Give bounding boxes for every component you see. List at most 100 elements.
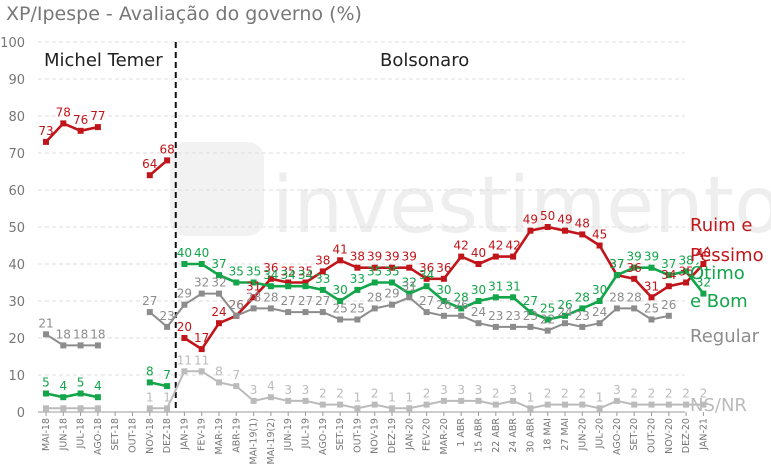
data-label-ns-nr: 1 (163, 390, 171, 404)
data-label-timo-e-bom: 33 (315, 272, 330, 286)
data-label-ruim-e-p-ssimo: 36 (419, 261, 434, 275)
x-tick-label: 30 ABR (525, 418, 536, 453)
data-label-regular: 26 (454, 298, 469, 312)
data-label-regular: 23 (575, 309, 590, 323)
data-label-ruim-e-p-ssimo: 77 (90, 109, 105, 123)
data-point-timo-e-bom (216, 272, 222, 279)
data-point-regular (510, 323, 517, 330)
data-point-ns-nr (250, 397, 257, 404)
x-tick-label: 18 MAI (543, 418, 554, 451)
data-label-ns-nr: 2 (371, 387, 379, 401)
data-point-ns-nr (423, 401, 430, 408)
data-point-ns-nr (354, 405, 361, 412)
x-tick-label: FEV-20 (422, 418, 433, 451)
data-label-ruim-e-p-ssimo: 40 (696, 246, 711, 260)
data-label-timo-e-bom: 30 (332, 283, 347, 297)
data-label-regular: 26 (229, 298, 244, 312)
data-label-regular: 32 (211, 276, 226, 290)
data-point-timo-e-bom (458, 305, 465, 312)
data-label-ns-nr: 3 (440, 383, 448, 397)
data-label-timo-e-bom: 30 (592, 283, 607, 297)
data-label-ns-nr: 1 (405, 390, 413, 404)
data-point-timo-e-bom (596, 298, 603, 304)
data-label-regular: 21 (38, 316, 53, 330)
data-label-ruim-e-p-ssimo: 37 (609, 257, 624, 271)
data-point-regular (285, 309, 292, 316)
data-point-timo-e-bom (406, 290, 413, 297)
legend-ruim-e-p-ssimo: Péssimo (690, 245, 764, 266)
data-label-timo-e-bom: 32 (402, 276, 417, 290)
data-point-ns-nr (458, 397, 465, 404)
data-label-regular: 28 (609, 290, 624, 304)
data-label-ns-nr: 8 (215, 364, 223, 378)
data-label-timo-e-bom: 4 (59, 379, 67, 393)
data-label-timo-e-bom: 35 (384, 265, 399, 279)
x-tick-label: 1 ABR (456, 418, 467, 447)
data-point-timo-e-bom (164, 383, 171, 390)
data-point-timo-e-bom (354, 286, 361, 293)
data-label-regular: 26 (661, 298, 676, 312)
data-point-timo-e-bom (302, 283, 309, 290)
x-tick-label: JUN-18 (58, 418, 69, 451)
data-label-regular: 18 (73, 327, 88, 341)
data-label-ruim-e-p-ssimo: 38 (350, 250, 365, 264)
data-point-regular (458, 312, 465, 319)
data-label-ruim-e-p-ssimo: 36 (436, 261, 451, 275)
data-point-ruim-e-p-ssimo (631, 275, 638, 282)
x-tick-label: NOV-18 (145, 418, 156, 454)
data-point-ruim-e-p-ssimo (492, 253, 499, 260)
x-tick-label: SET-18 (110, 418, 121, 450)
y-tick-label: 10 (8, 369, 25, 384)
data-point-ns-nr (492, 401, 499, 408)
data-label-timo-e-bom: 35 (229, 265, 244, 279)
data-label-ns-nr: 1 (354, 390, 362, 404)
data-point-ruim-e-p-ssimo (700, 261, 707, 267)
data-label-ruim-e-p-ssimo: 35 (281, 265, 296, 279)
data-label-ns-nr: 2 (319, 387, 327, 401)
data-point-regular (389, 301, 395, 308)
data-point-regular (233, 312, 240, 319)
x-tick-label: MAI-19(2) (266, 418, 277, 464)
data-label-ns-nr: 3 (457, 383, 465, 397)
legend-timo-e-bom: e Bom (690, 291, 748, 312)
data-point-regular (492, 323, 499, 330)
y-tick-label: 50 (8, 221, 25, 236)
data-point-regular (164, 323, 171, 330)
data-label-regular: 27 (142, 294, 157, 308)
data-point-regular (371, 305, 378, 312)
data-label-ruim-e-p-ssimo: 48 (575, 216, 590, 230)
data-label-ruim-e-p-ssimo: 42 (454, 239, 469, 253)
data-point-timo-e-bom (389, 279, 395, 286)
data-point-timo-e-bom (371, 279, 378, 286)
data-point-regular (250, 305, 257, 312)
data-label-ns-nr: 11 (194, 353, 209, 367)
data-label-ruim-e-p-ssimo: 35 (678, 265, 693, 279)
data-label-timo-e-bom: 33 (350, 272, 365, 286)
x-tick-label: NOV-19 (370, 418, 381, 454)
data-label-regular: 23 (505, 309, 520, 323)
data-point-ruim-e-p-ssimo (683, 279, 690, 286)
data-label-regular: 28 (627, 290, 642, 304)
xp-logo-mark (170, 142, 264, 236)
data-label-regular: 23 (488, 309, 503, 323)
data-label-regular: 22 (540, 313, 555, 327)
series-line-timo-e-bom (45, 392, 99, 399)
data-point-ruim-e-p-ssimo (544, 224, 551, 230)
data-point-ruim-e-p-ssimo (510, 253, 517, 260)
data-label-ruim-e-p-ssimo: 39 (367, 250, 382, 264)
data-point-timo-e-bom (250, 279, 257, 286)
data-point-regular (440, 312, 447, 319)
data-point-timo-e-bom (579, 305, 586, 312)
data-label-ruim-e-p-ssimo: 49 (557, 213, 572, 227)
data-label-ruim-e-p-ssimo: 50 (540, 209, 555, 223)
y-tick-label: 80 (8, 110, 25, 125)
data-point-timo-e-bom (527, 309, 534, 316)
data-label-regular: 32 (194, 276, 209, 290)
data-label-timo-e-bom: 28 (575, 290, 590, 304)
y-tick-label: 60 (8, 184, 25, 199)
data-label-regular: 18 (90, 327, 105, 341)
data-point-ruim-e-p-ssimo (440, 275, 447, 282)
data-label-ns-nr: 11 (177, 353, 192, 367)
data-label-timo-e-bom: 35 (367, 265, 382, 279)
data-point-ns-nr (319, 401, 326, 408)
